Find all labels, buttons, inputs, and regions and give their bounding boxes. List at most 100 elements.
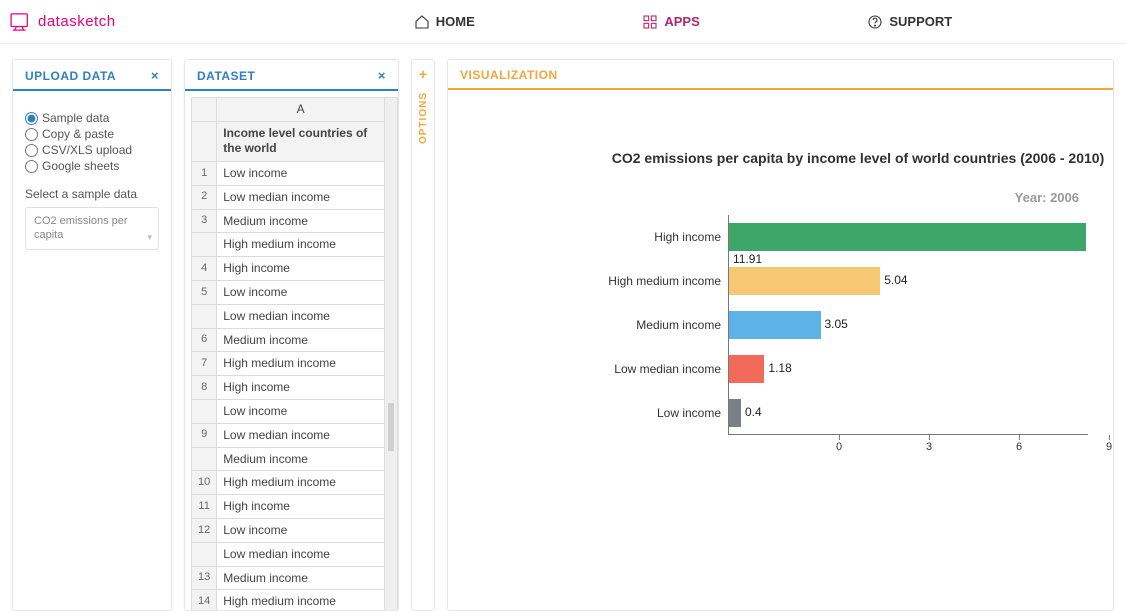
sheet-cell[interactable]: Low income <box>217 280 385 304</box>
table-row[interactable]: 7High medium income <box>192 352 398 376</box>
upload-panel-close[interactable]: × <box>151 68 159 83</box>
chart-bar-value: 1.18 <box>768 361 791 375</box>
dataset-body: AIncome level countries of the world1Low… <box>185 91 398 610</box>
sheet-cell[interactable]: Low income <box>217 518 385 542</box>
sheet-cell[interactable]: Low median income <box>217 185 385 209</box>
support-icon <box>867 14 883 30</box>
table-row[interactable]: 9Low median income <box>192 423 398 447</box>
table-row[interactable]: 5Low income <box>192 280 398 304</box>
sheet-cell[interactable]: Low income <box>217 399 385 423</box>
sheet-cell[interactable]: High income <box>217 376 385 400</box>
upload-option-label: CSV/XLS upload <box>42 143 132 157</box>
main-area: UPLOAD DATA × Sample data Copy & paste CSV… <box>0 44 1126 611</box>
table-row[interactable]: Low median income <box>192 542 398 566</box>
table-row[interactable]: Medium income <box>192 447 398 471</box>
nav-support[interactable]: SUPPORT <box>867 14 952 30</box>
sheet-rownum: 9 <box>192 423 217 447</box>
sheet-cell[interactable]: High medium income <box>217 471 385 495</box>
top-nav: HOME APPS SUPPORT <box>150 14 1116 30</box>
table-row[interactable]: 10High medium income <box>192 471 398 495</box>
sheet-cell[interactable]: Low median income <box>217 304 385 328</box>
dataset-panel-close[interactable]: × <box>378 68 386 83</box>
upload-radio-sample[interactable] <box>25 112 38 125</box>
upload-panel-body: Sample data Copy & paste CSV/XLS upload Goo… <box>13 91 171 262</box>
brand-logo[interactable]: datasketch <box>10 13 150 31</box>
sheet-rownum: 11 <box>192 495 217 519</box>
nav-home[interactable]: HOME <box>414 14 475 30</box>
sheet-cell[interactable]: Low income <box>217 161 385 185</box>
upload-option-copy[interactable]: Copy & paste <box>25 127 159 141</box>
dataset-panel-title: DATASET <box>197 69 255 83</box>
sheet-cell[interactable]: High medium income <box>217 233 385 257</box>
logo-icon <box>10 13 32 31</box>
table-row[interactable]: High medium income <box>192 233 398 257</box>
sample-select[interactable]: CO2 emissions per capita <box>25 207 159 250</box>
chart-subtitle: Year: 2006 <box>1015 190 1079 205</box>
table-row[interactable]: Low median income <box>192 304 398 328</box>
options-expand[interactable]: + <box>419 66 427 82</box>
home-icon <box>414 14 430 30</box>
sheet-rownum: 6 <box>192 328 217 352</box>
sheet-cell[interactable]: Medium income <box>217 328 385 352</box>
chart-bar-row: 0.4 <box>729 399 762 427</box>
sheet-field-header[interactable]: Income level countries of the world <box>217 121 385 161</box>
upload-radio-csv[interactable] <box>25 144 38 157</box>
chart-y-label: High income <box>447 230 721 244</box>
sheet-cell[interactable]: High income <box>217 495 385 519</box>
nav-home-label: HOME <box>436 14 475 29</box>
chart-x-tick: 0 <box>836 441 842 453</box>
table-row[interactable]: 1Low income <box>192 161 398 185</box>
bar-chart: High income11.91High medium income5.04Me… <box>618 215 1098 435</box>
sheet-rownum: 2 <box>192 185 217 209</box>
chart-x-tick: 3 <box>926 441 932 453</box>
sheet-rownum <box>192 399 217 423</box>
visualization-panel-header: VISUALIZATION <box>448 60 1113 90</box>
nav-apps[interactable]: APPS <box>642 14 699 30</box>
table-row[interactable]: Low income <box>192 399 398 423</box>
table-row[interactable]: 12Low income <box>192 518 398 542</box>
table-row[interactable]: 6Medium income <box>192 328 398 352</box>
sheet-rownum: 8 <box>192 376 217 400</box>
chart-plot-area: High income11.91High medium income5.04Me… <box>728 215 1088 435</box>
sheet-cell[interactable]: High medium income <box>217 352 385 376</box>
table-row[interactable]: 13Medium income <box>192 566 398 590</box>
sheet-cell[interactable]: Low median income <box>217 423 385 447</box>
sheet-rownum: 13 <box>192 566 217 590</box>
chart-bar-value: 3.05 <box>825 317 848 331</box>
table-row[interactable]: 11High income <box>192 495 398 519</box>
brand-text: datasketch <box>38 13 116 30</box>
dataset-panel: DATASET × AIncome level countries of the… <box>184 59 399 611</box>
chart-y-label: Medium income <box>447 318 721 332</box>
upload-option-csv[interactable]: CSV/XLS upload <box>25 143 159 157</box>
upload-option-gs[interactable]: Google sheets <box>25 159 159 173</box>
upload-radio-copy[interactable] <box>25 128 38 141</box>
options-label: OPTIONS <box>418 92 429 144</box>
sheet-cell[interactable]: High income <box>217 257 385 281</box>
top-bar: datasketch HOME APPS SUPPORT <box>0 0 1126 44</box>
sheet-cell[interactable]: Medium income <box>217 209 385 233</box>
sheet-col-a[interactable]: A <box>217 98 385 122</box>
dataset-grid[interactable]: AIncome level countries of the world1Low… <box>191 97 398 610</box>
sheet-rownum: 12 <box>192 518 217 542</box>
sheet-scrollbar[interactable] <box>385 98 398 611</box>
upload-radio-gs[interactable] <box>25 160 38 173</box>
table-row[interactable]: 4High income <box>192 257 398 281</box>
visualization-body: CO2 emissions per capita by income level… <box>448 90 1113 610</box>
sheet-cell[interactable]: Medium income <box>217 447 385 471</box>
sheet-cell[interactable]: Medium income <box>217 566 385 590</box>
chart-bar <box>729 311 821 339</box>
table-row[interactable]: 2Low median income <box>192 185 398 209</box>
sheet-rownum: 1 <box>192 161 217 185</box>
chart-bar-value: 11.91 <box>733 252 762 266</box>
sheet-cell[interactable]: Low median income <box>217 542 385 566</box>
table-row[interactable]: 3Medium income <box>192 209 398 233</box>
options-strip: + OPTIONS <box>411 59 435 611</box>
table-row[interactable]: 8High income <box>192 376 398 400</box>
upload-panel-header: UPLOAD DATA × <box>13 60 171 91</box>
upload-option-sample[interactable]: Sample data <box>25 111 159 125</box>
sheet-rownum: 14 <box>192 590 217 610</box>
sheet-rownum <box>192 233 217 257</box>
sheet-cell[interactable]: High medium income <box>217 590 385 610</box>
table-row[interactable]: 14High medium income <box>192 590 398 610</box>
upload-panel-title: UPLOAD DATA <box>25 69 116 83</box>
